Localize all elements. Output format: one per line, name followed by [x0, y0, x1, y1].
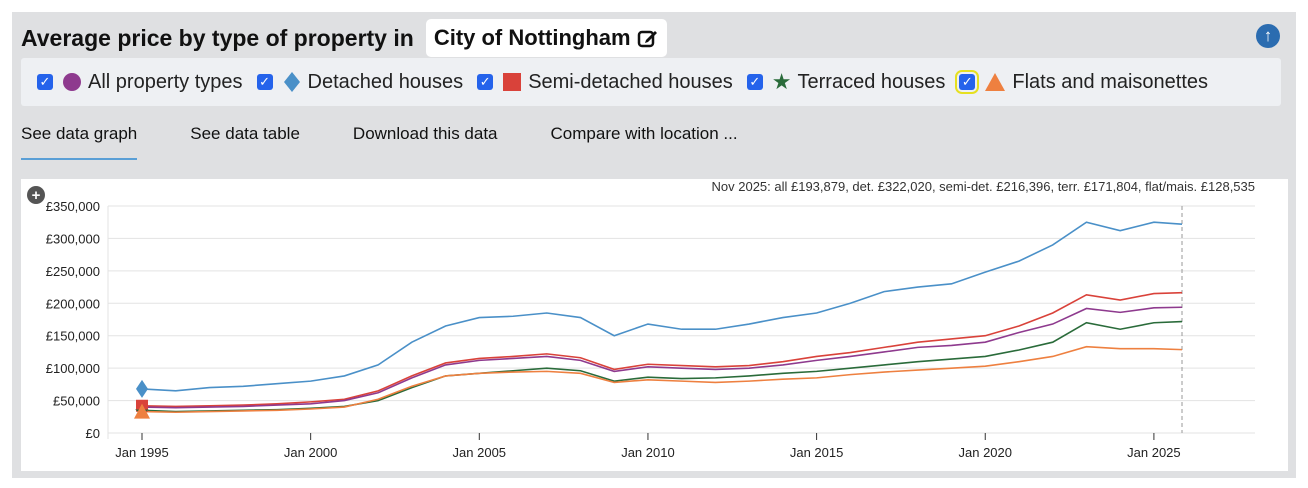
zoom-in-plus: + — [32, 187, 41, 204]
legend-label: All property types — [88, 70, 243, 93]
page-title: Average price by type of property in — [21, 24, 414, 51]
triangle-icon — [985, 73, 1006, 91]
location-name: City of Nottingham — [433, 25, 631, 50]
checkbox[interactable]: ✓ — [477, 74, 494, 90]
x-tick-label: Jan 2025 — [1127, 445, 1181, 460]
square-icon — [503, 73, 522, 91]
x-tick-label: Jan 2005 — [453, 445, 507, 460]
x-tick-label: Jan 2015 — [790, 445, 844, 460]
legend-label: Detached houses — [307, 70, 464, 93]
chart: Nov 2025: all £193,879, det. £322,020, s… — [21, 179, 1288, 471]
legend-label: Flats and maisonettes — [1012, 70, 1209, 93]
series-line — [141, 345, 1183, 414]
x-tick-label: Jan 1995 — [115, 445, 169, 460]
y-tick-label: £250,000 — [46, 264, 100, 279]
y-tick-label: £200,000 — [46, 296, 100, 311]
y-tick-label: £50,000 — [53, 394, 100, 409]
diamond-icon — [283, 72, 300, 92]
legend: ✓ All property types ✓ Detached houses ✓ Se… — [21, 58, 1281, 106]
series-line — [141, 306, 1183, 409]
title-row: Average price by type of property in Cit… — [21, 18, 667, 58]
tab-compare[interactable]: Compare with location ... — [550, 124, 738, 143]
checkbox[interactable]: ✓ — [746, 74, 763, 90]
location-selector[interactable]: City of Nottingham — [425, 19, 667, 57]
circle-icon — [63, 73, 81, 91]
legend-item-detached[interactable]: ✓ Detached houses — [256, 70, 464, 94]
legend-item-all[interactable]: ✓ All property types — [37, 71, 243, 94]
legend-label: Terraced houses — [797, 70, 946, 93]
start-marker-flats — [134, 403, 150, 419]
series-line — [141, 291, 1183, 408]
checkbox[interactable]: ✓ — [37, 74, 53, 90]
tab-data-table[interactable]: See data table — [190, 124, 300, 143]
y-tick-label: £300,000 — [46, 231, 100, 246]
arrow-up-circle-icon[interactable]: ↑ — [1256, 24, 1280, 48]
checkbox[interactable]: ✓ — [256, 74, 273, 90]
y-tick-label: £150,000 — [46, 329, 100, 344]
tab-download[interactable]: Download this data — [352, 124, 498, 143]
tab-data-graph[interactable]: See data graph — [21, 120, 138, 160]
tabs: See data graph See data table Download t… — [21, 120, 791, 160]
series-line — [141, 221, 1183, 392]
pencil-square-icon — [637, 30, 657, 48]
y-tick-label: £100,000 — [46, 361, 100, 376]
x-tick-label: Jan 2010 — [621, 445, 675, 460]
series-line — [141, 320, 1183, 413]
legend-item-flats[interactable]: ✓ Flats and maisonettes — [955, 70, 1209, 94]
legend-item-semi[interactable]: ✓ Semi-detached houses — [477, 71, 733, 94]
x-tick-label: Jan 2020 — [959, 445, 1013, 460]
x-tick-label: Jan 2000 — [284, 445, 338, 460]
legend-label: Semi-detached houses — [528, 70, 733, 93]
start-marker-detached — [136, 379, 148, 398]
checkbox[interactable]: ✓ — [955, 70, 980, 94]
line-chart: Nov 2025: all £193,879, det. £322,020, s… — [27, 179, 1256, 460]
y-tick-label: £0 — [86, 426, 100, 441]
price-widget: Average price by type of property in Cit… — [12, 12, 1296, 478]
hover-annotation: Nov 2025: all £193,879, det. £322,020, s… — [712, 179, 1256, 194]
star-icon: ★ — [771, 69, 792, 94]
zoom-in-icon[interactable] — [27, 186, 45, 204]
y-tick-label: £350,000 — [46, 199, 100, 214]
legend-item-terraced[interactable]: ✓ ★ Terraced houses — [746, 69, 946, 95]
